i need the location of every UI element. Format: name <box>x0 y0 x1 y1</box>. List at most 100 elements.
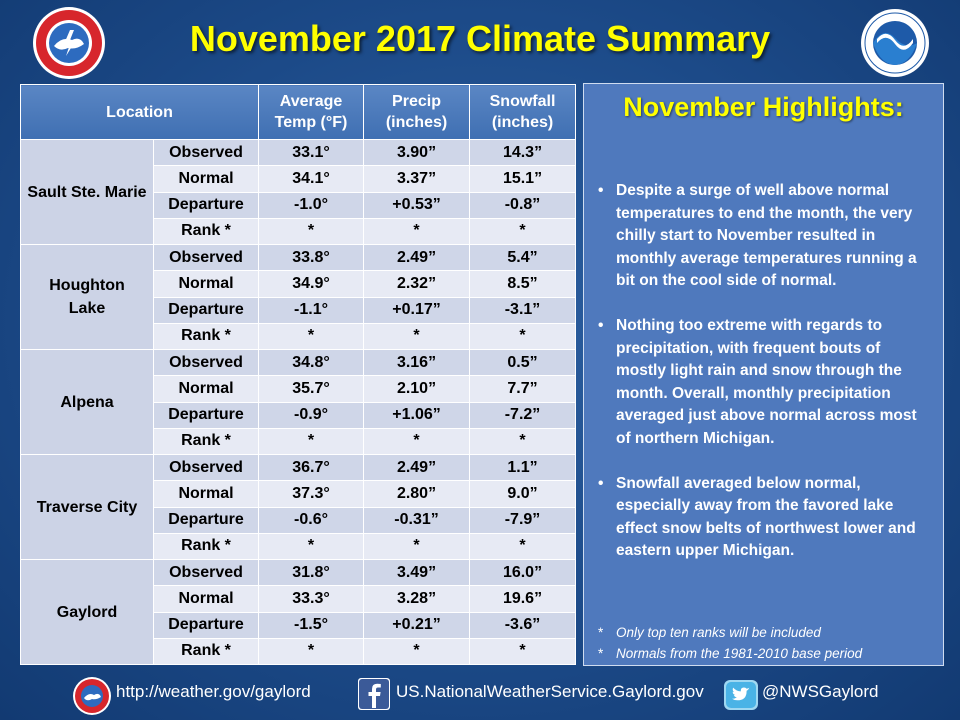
table-row: Normal 34.9° 2.32” 8.5” <box>21 270 577 298</box>
facebook-icon[interactable] <box>358 678 390 715</box>
precip-cell: 2.49” <box>363 243 471 272</box>
row-label: Normal <box>152 585 260 613</box>
highlights-list: Despite a surge of well above normal tem… <box>598 180 934 585</box>
snowfall-cell: 1.1” <box>469 453 577 482</box>
avg-temp-cell: 37.3° <box>258 480 365 508</box>
avg-temp-cell: * <box>258 217 365 246</box>
avg-temp-cell: -1.0° <box>258 191 365 219</box>
row-label: Rank * <box>152 217 260 246</box>
footnote: Normals from the 1981-2010 base period <box>598 643 938 664</box>
row-label: Observed <box>152 243 260 272</box>
avg-temp-cell: -1.1° <box>258 296 365 324</box>
header-avg-temp: Average Temp (°F) <box>258 84 365 140</box>
row-label: Observed <box>152 558 260 587</box>
page-title: November 2017 Climate Summary <box>189 18 771 59</box>
snowfall-cell: * <box>469 427 577 456</box>
facebook-link[interactable]: US.NationalWeatherService.Gaylord.gov <box>396 682 704 701</box>
twitter-icon[interactable] <box>724 680 758 715</box>
header-location: Location <box>19 84 260 140</box>
precip-cell: 3.37” <box>363 165 471 193</box>
row-label: Departure <box>152 611 260 639</box>
avg-temp-cell: 34.1° <box>258 165 365 193</box>
row-label: Observed <box>152 453 260 482</box>
avg-temp-cell: 34.9° <box>258 270 365 298</box>
row-label: Rank * <box>152 427 260 456</box>
nws-small-logo-icon <box>72 676 112 720</box>
snowfall-cell: 8.5” <box>469 270 577 298</box>
highlights-panel: November Highlights: Despite a surge of … <box>583 83 944 666</box>
nws-logo-icon <box>32 6 106 80</box>
avg-temp-cell: -0.9° <box>258 401 365 429</box>
snowfall-cell: * <box>469 637 577 666</box>
precip-cell: -0.31” <box>363 506 471 534</box>
row-label: Observed <box>152 348 260 377</box>
table-row: Normal 35.7° 2.10” 7.7” <box>21 375 577 403</box>
precip-cell: 3.49” <box>363 558 471 587</box>
table-row: Normal 34.1° 3.37” 15.1” <box>21 165 577 193</box>
snowfall-cell: 15.1” <box>469 165 577 193</box>
precip-cell: * <box>363 427 471 456</box>
snowfall-cell: -7.2” <box>469 401 577 429</box>
row-label: Departure <box>152 296 260 324</box>
avg-temp-cell: 33.1° <box>258 138 365 167</box>
row-label: Departure <box>152 401 260 429</box>
row-label: Rank * <box>152 322 260 351</box>
precip-cell: 2.10” <box>363 375 471 403</box>
row-label: Rank * <box>152 532 260 561</box>
avg-temp-cell: * <box>258 322 365 351</box>
row-label: Observed <box>152 138 260 167</box>
avg-temp-cell: 33.8° <box>258 243 365 272</box>
snowfall-cell: -3.6” <box>469 611 577 639</box>
snowfall-cell: 9.0” <box>469 480 577 508</box>
table-row: Departure -0.9° +1.06” -7.2” <box>21 401 577 429</box>
snowfall-cell: * <box>469 322 577 351</box>
highlight-bullet: Despite a surge of well above normal tem… <box>598 180 934 293</box>
table-row: Rank * * * * <box>21 217 577 246</box>
precip-cell: 2.80” <box>363 480 471 508</box>
row-label: Normal <box>152 165 260 193</box>
row-label: Departure <box>152 506 260 534</box>
precip-cell: * <box>363 322 471 351</box>
footer: http://weather.gov/gaylord US.NationalWe… <box>0 674 960 718</box>
highlight-bullet: Nothing too extreme with regards to prec… <box>598 315 934 451</box>
table-header-row: Location Average Temp (°F) Precip (inche… <box>19 84 577 140</box>
location-name: Houghton Lake <box>20 244 154 350</box>
highlights-title: November Highlights: <box>623 92 904 122</box>
footnotes: Only top ten ranks will be included Norm… <box>598 622 938 664</box>
table-row: Departure -1.5° +0.21” -3.6” <box>21 611 577 639</box>
row-label: Normal <box>152 375 260 403</box>
highlight-bullet: Snowfall averaged below normal, especial… <box>598 473 934 563</box>
table-row: Rank * * * * <box>21 532 577 561</box>
twitter-handle[interactable]: @NWSGaylord <box>762 682 879 701</box>
row-label: Normal <box>152 270 260 298</box>
table-row: Rank * * * * <box>21 637 577 666</box>
row-label: Normal <box>152 480 260 508</box>
snowfall-cell: * <box>469 217 577 246</box>
table-row: Normal 33.3° 3.28” 19.6” <box>21 585 577 613</box>
location-name: Alpena <box>20 349 154 455</box>
precip-cell: +0.17” <box>363 296 471 324</box>
website-link[interactable]: http://weather.gov/gaylord <box>116 682 311 701</box>
precip-cell: 2.32” <box>363 270 471 298</box>
table-row: Houghton Lake Observed 33.8° 2.49” 5.4” <box>20 243 577 350</box>
avg-temp-cell: 34.8° <box>258 348 365 377</box>
avg-temp-cell: * <box>258 427 365 456</box>
avg-temp-cell: -1.5° <box>258 611 365 639</box>
table-row: Traverse City Observed 36.7° 2.49” 1.1” <box>20 453 577 560</box>
table-row: Departure -1.0° +0.53” -0.8” <box>21 191 577 219</box>
snowfall-cell: -3.1” <box>469 296 577 324</box>
table-row: Gaylord Observed 31.8° 3.49” 16.0” <box>20 558 577 665</box>
precip-cell: +0.21” <box>363 611 471 639</box>
precip-cell: * <box>363 217 471 246</box>
snowfall-cell: -7.9” <box>469 506 577 534</box>
snowfall-cell: 7.7” <box>469 375 577 403</box>
avg-temp-cell: 33.3° <box>258 585 365 613</box>
precip-cell: +1.06” <box>363 401 471 429</box>
snowfall-cell: 5.4” <box>469 243 577 272</box>
precip-cell: * <box>363 532 471 561</box>
table-row: Departure -0.6° -0.31” -7.9” <box>21 506 577 534</box>
avg-temp-cell: 36.7° <box>258 453 365 482</box>
row-label: Rank * <box>152 637 260 666</box>
snowfall-cell: 0.5” <box>469 348 577 377</box>
table-row: Rank * * * * <box>21 322 577 351</box>
